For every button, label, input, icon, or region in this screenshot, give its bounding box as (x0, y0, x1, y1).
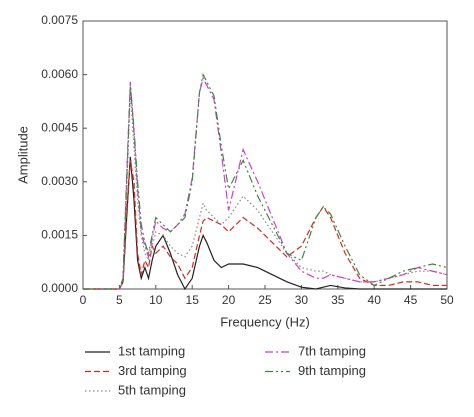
x-tick-label: 20 (222, 293, 236, 307)
y-tick-label: 0.0015 (41, 228, 78, 242)
y-tick-label: 0.0045 (41, 120, 78, 134)
x-tick-label: 50 (440, 293, 454, 307)
legend-label: 1st tamping (118, 343, 185, 358)
x-tick-label: 30 (295, 293, 309, 307)
y-tick-label: 0.0060 (41, 67, 78, 81)
legend-label: 3rd tamping (118, 363, 187, 378)
x-tick-label: 15 (186, 293, 200, 307)
x-tick-label: 5 (116, 293, 123, 307)
legend-label: 7th tamping (298, 343, 366, 358)
x-tick-label: 25 (258, 293, 272, 307)
x-tick-label: 10 (149, 293, 163, 307)
x-tick-label: 0 (80, 293, 87, 307)
series-line (83, 160, 447, 290)
y-axis-label: Amplitude (15, 126, 30, 184)
x-tick-label: 40 (368, 293, 382, 307)
legend-label: 5th tamping (118, 382, 186, 397)
x-axis-label: Frequency (Hz) (220, 314, 310, 329)
legend-label: 9th tamping (298, 363, 366, 378)
y-tick-label: 0.0000 (41, 281, 78, 295)
series-line (83, 156, 447, 291)
series-line (83, 72, 448, 290)
y-tick-label: 0.0075 (41, 13, 78, 27)
x-tick-label: 35 (331, 293, 345, 307)
y-tick-label: 0.0030 (41, 174, 78, 188)
x-tick-label: 45 (404, 293, 418, 307)
